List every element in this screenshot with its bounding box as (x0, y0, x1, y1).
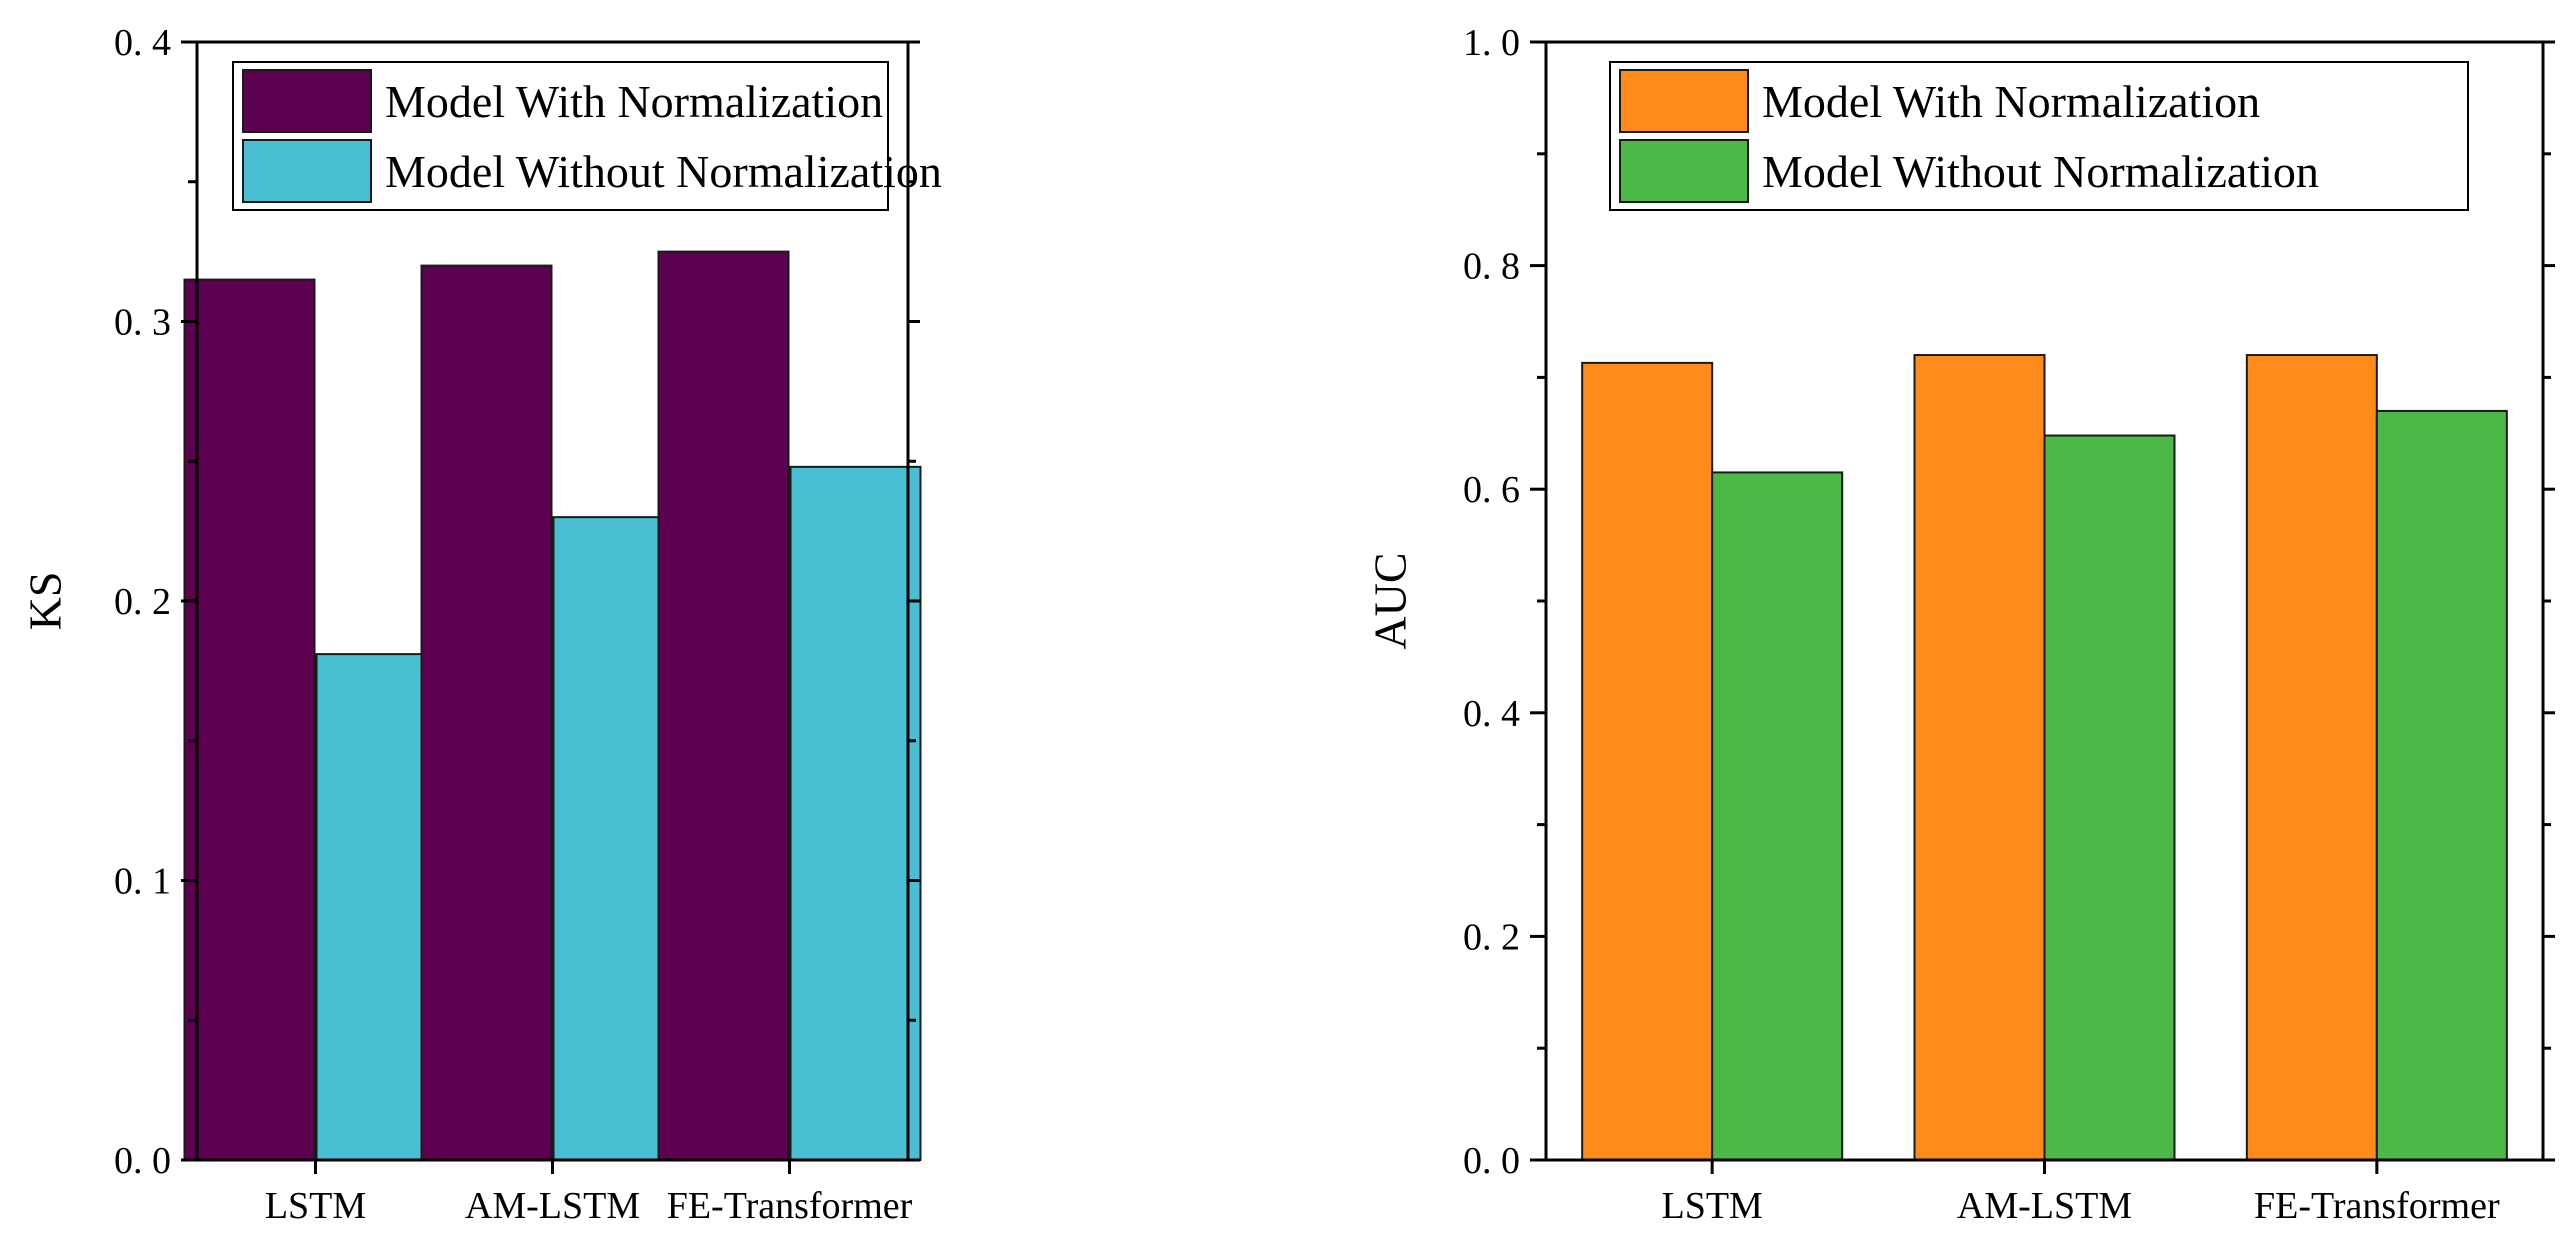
legend: Model With Normalization Model Without No… (1609, 61, 2469, 211)
y-tick-label: 0. 1 (114, 861, 171, 903)
bar (1913, 354, 2046, 1162)
legend-label: Model With Normalization (385, 76, 883, 127)
legend-label: Model With Normalization (1762, 76, 2260, 127)
legend-swatch (1619, 139, 1749, 203)
y-tick-label: 0. 4 (114, 22, 171, 64)
x-tick-label: FE-Transformer (667, 1185, 913, 1227)
x-tick-label: AM-LSTM (1957, 1185, 2132, 1227)
bar (2375, 409, 2508, 1161)
bar (1711, 471, 1844, 1161)
x-tick-label: AM-LSTM (465, 1185, 640, 1227)
legend-swatch (242, 139, 372, 203)
chart-panel-1: LSTM AM-LSTM FE-Transformer 0. 0 0. 2 0. 4 0. … (1365, 22, 2555, 1227)
y-tick-label: 0. 2 (114, 581, 171, 623)
x-tick-label: LSTM (265, 1185, 366, 1227)
legend-swatch (1619, 69, 1749, 133)
y-tick-label: 0. 0 (1463, 1140, 1520, 1182)
y-tick-label: 0. 2 (1463, 916, 1520, 958)
plot-frame (195, 40, 910, 1162)
x-tick-label: LSTM (1661, 1185, 1762, 1227)
legend-label: Model Without Normalization (385, 146, 942, 197)
y-tick-label: 0. 8 (1463, 246, 1520, 288)
bar (789, 465, 922, 1161)
bar (2245, 354, 2378, 1162)
bar (2043, 434, 2176, 1161)
y-axis-title: AUC (1365, 552, 1416, 649)
legend: Model With Normalization Model Without No… (232, 61, 942, 211)
plot-frame (1544, 40, 2545, 1162)
y-tick-label: 0. 6 (1463, 469, 1520, 511)
chart-panel-0: LSTM AM-LSTM FE-Transformer 0. 0 0. 1 0. 2 0. … (20, 22, 942, 1227)
bar (1581, 361, 1714, 1161)
y-tick-label: 1. 0 (1463, 22, 1520, 64)
x-tick-label: FE-Transformer (2254, 1185, 2500, 1227)
y-tick-label: 0. 4 (1463, 693, 1520, 735)
legend-box (1609, 61, 2469, 211)
legend-label: Model Without Normalization (1762, 146, 2319, 197)
y-tick-label: 0. 3 (114, 302, 171, 344)
bar (657, 250, 790, 1161)
bar (183, 278, 316, 1161)
y-tick-label: 0. 0 (114, 1140, 171, 1182)
y-axis-title: KS (20, 572, 71, 631)
bar (420, 264, 553, 1162)
legend-swatch (242, 69, 372, 133)
